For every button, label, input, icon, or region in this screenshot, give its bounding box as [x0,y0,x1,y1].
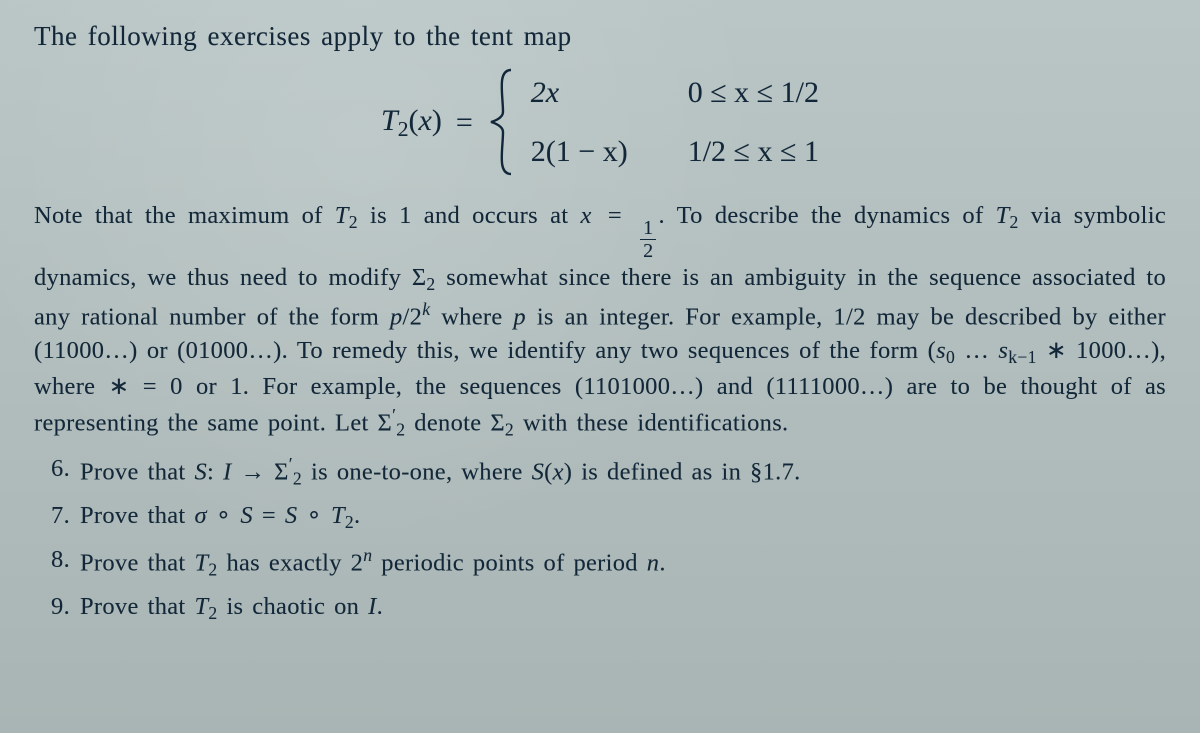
func-arg-x: x [419,104,432,137]
case1-cond: 0 ≤ x ≤ 1/2 [688,72,819,113]
left-brace [487,67,517,177]
formula-lhs: T2(x) [381,100,442,145]
exercise-list: Prove that S: I → Σ′2 is one-to-one, whe… [34,452,1166,625]
piecewise-cases: 2x 0 ≤ x ≤ 1/2 2(1 − x) 1/2 ≤ x ≤ 1 [531,72,819,173]
func-sub-2: 2 [398,117,409,141]
equals-sign: = [456,102,473,143]
note-paragraph: Note that the maximum of T2 is 1 and occ… [34,199,1166,442]
exercise-7: Prove that σ ∘ S = S ∘ T2. [80,499,1166,534]
exercise-6: Prove that S: I → Σ′2 is one-to-one, whe… [80,452,1166,491]
case1-expr: 2x [531,72,628,113]
intro-line: The following exercises apply to the ten… [34,18,1166,55]
case2-cond: 1/2 ≤ x ≤ 1 [688,131,819,172]
exercise-8: Prove that T2 has exactly 2n periodic po… [80,543,1166,582]
case2-expr: 2(1 − x) [531,131,628,172]
exercise-9: Prove that T2 is chaotic on I. [80,590,1166,625]
tent-map-definition: T2(x) = 2x 0 ≤ x ≤ 1/2 2(1 − x) 1/2 ≤ x … [34,67,1166,177]
func-T: T [381,104,398,137]
one-half-fraction: 1 2 [640,218,656,261]
